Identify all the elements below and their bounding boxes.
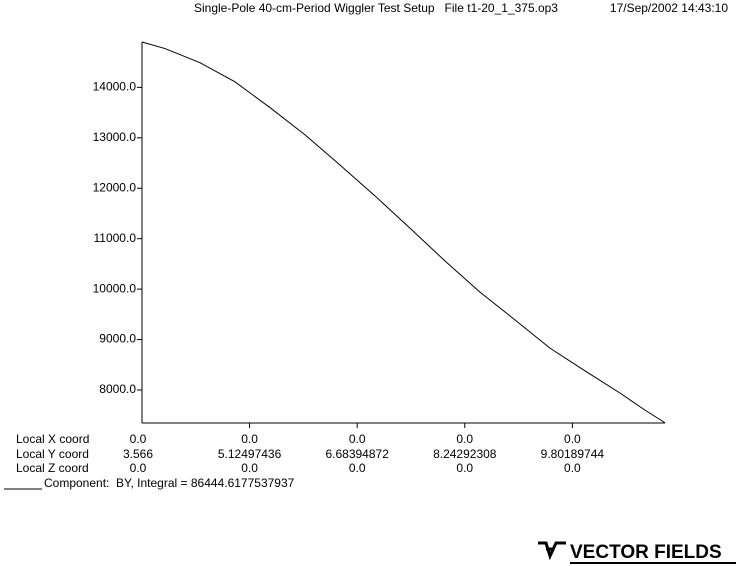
coord-row-label: Local X coord [16, 432, 89, 446]
coord-value: 0.0 [349, 461, 366, 475]
y-tick-label: 14000.0 [93, 80, 137, 94]
coord-row-label: Local Y coord [16, 447, 89, 461]
coord-value: 0.0 [130, 432, 147, 446]
coord-value: 0.0 [456, 461, 473, 475]
logo-icon [538, 541, 566, 561]
coord-value: 0.0 [241, 432, 258, 446]
timestamp: 17/Sep/2002 14:43:10 [610, 1, 728, 15]
logo: VECTOR FIELDS [538, 541, 736, 564]
x-tick-label: 6.68394872 [325, 447, 389, 461]
x-tick-label: 3.566 [123, 447, 153, 461]
y-tick-label: 12000.0 [93, 180, 137, 194]
coord-row-label: Local Z coord [16, 461, 89, 475]
coord-value: 0.0 [456, 432, 473, 446]
legend-label: Component: BY, Integral = 86444.61775379… [44, 476, 295, 490]
logo-text: VECTOR FIELDS [570, 542, 722, 563]
coord-value: 0.0 [241, 461, 258, 475]
y-tick-label: 8000.0 [99, 382, 136, 396]
data-line [141, 41, 666, 424]
coord-value: 0.0 [130, 461, 147, 475]
coord-value: 0.0 [564, 432, 581, 446]
y-tick-label: 13000.0 [93, 130, 137, 144]
x-tick-label: 5.12497436 [218, 447, 282, 461]
coord-value: 0.0 [349, 432, 366, 446]
y-tick-label: 11000.0 [94, 231, 137, 245]
y-tick-label: 9000.0 [99, 332, 136, 346]
x-tick-label: 8.24292308 [433, 447, 497, 461]
x-tick-label: 9.80189744 [541, 447, 605, 461]
chart-title: Single-Pole 40-cm-Period Wiggler Test Se… [194, 1, 558, 15]
y-tick-label: 10000.0 [93, 281, 137, 295]
coord-value: 0.0 [564, 461, 581, 475]
